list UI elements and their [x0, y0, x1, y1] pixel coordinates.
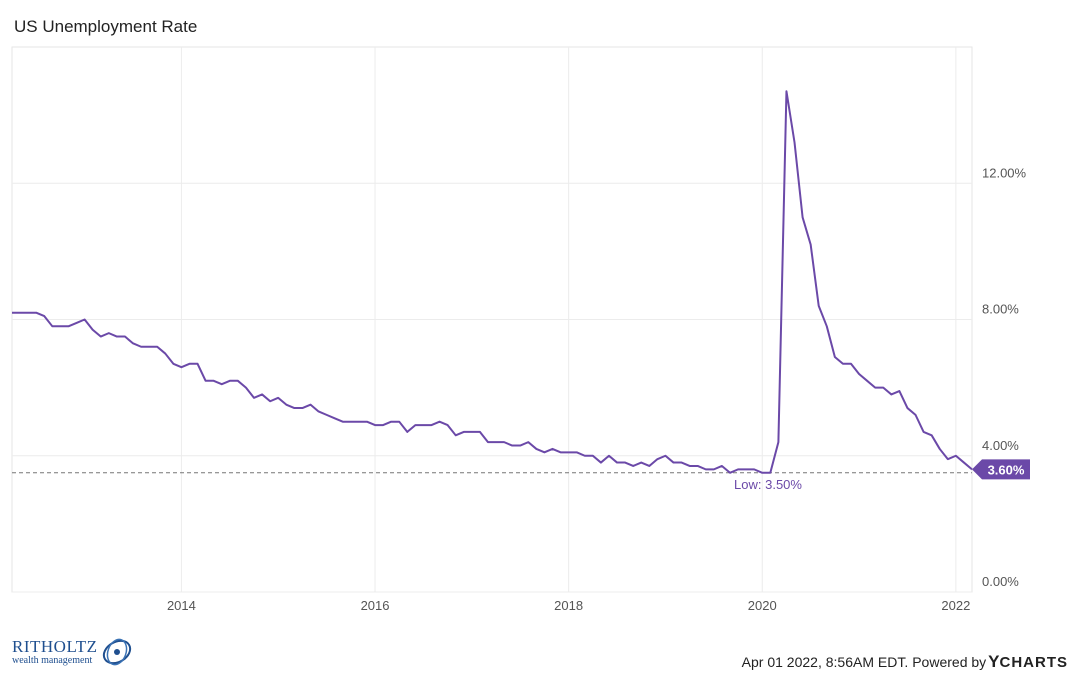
y-tick-label: 4.00% [982, 438, 1019, 453]
last-value-label: 3.60% [988, 462, 1025, 477]
footer-powered-by: Powered by [912, 654, 987, 670]
series-line [12, 90, 973, 474]
brand-name: RITHOLTZ [12, 637, 98, 656]
y-tick-label: 8.00% [982, 302, 1019, 317]
ritholtz-logo: RITHOLTZ wealth management [12, 636, 134, 668]
chart-title: US Unemployment Rate [14, 17, 198, 36]
y-tick-label: 12.00% [982, 165, 1027, 180]
grid [11, 46, 973, 593]
x-tick-label: 2018 [554, 598, 583, 613]
footer-timestamp: Apr 01 2022, 8:56AM EDT. [741, 654, 909, 670]
ycharts-logo-text: CHARTS [999, 654, 1068, 671]
axis-labels: 0.00% 4.00% 8.00% 12.00% 2014 2016 2018 2020 202… [167, 165, 1027, 613]
last-value-badge-shape [972, 459, 1030, 480]
brand-tagline: wealth management [12, 655, 93, 666]
low-label: Low: 3.50% [734, 477, 802, 492]
ycharts-logo-y: Y [988, 652, 1000, 671]
last-value-badge: 3.60% [972, 459, 1030, 480]
x-tick-label: 2022 [941, 598, 970, 613]
x-tick-label: 2020 [748, 598, 777, 613]
x-tick-label: 2014 [167, 598, 196, 613]
footer: Apr 01 2022, 8:56AM EDT. Powered by Y CH… [742, 652, 1068, 672]
y-tick-label: 0.00% [982, 574, 1019, 589]
ritholtz-emblem-icon [102, 638, 131, 666]
x-tick-label: 2016 [361, 598, 390, 613]
